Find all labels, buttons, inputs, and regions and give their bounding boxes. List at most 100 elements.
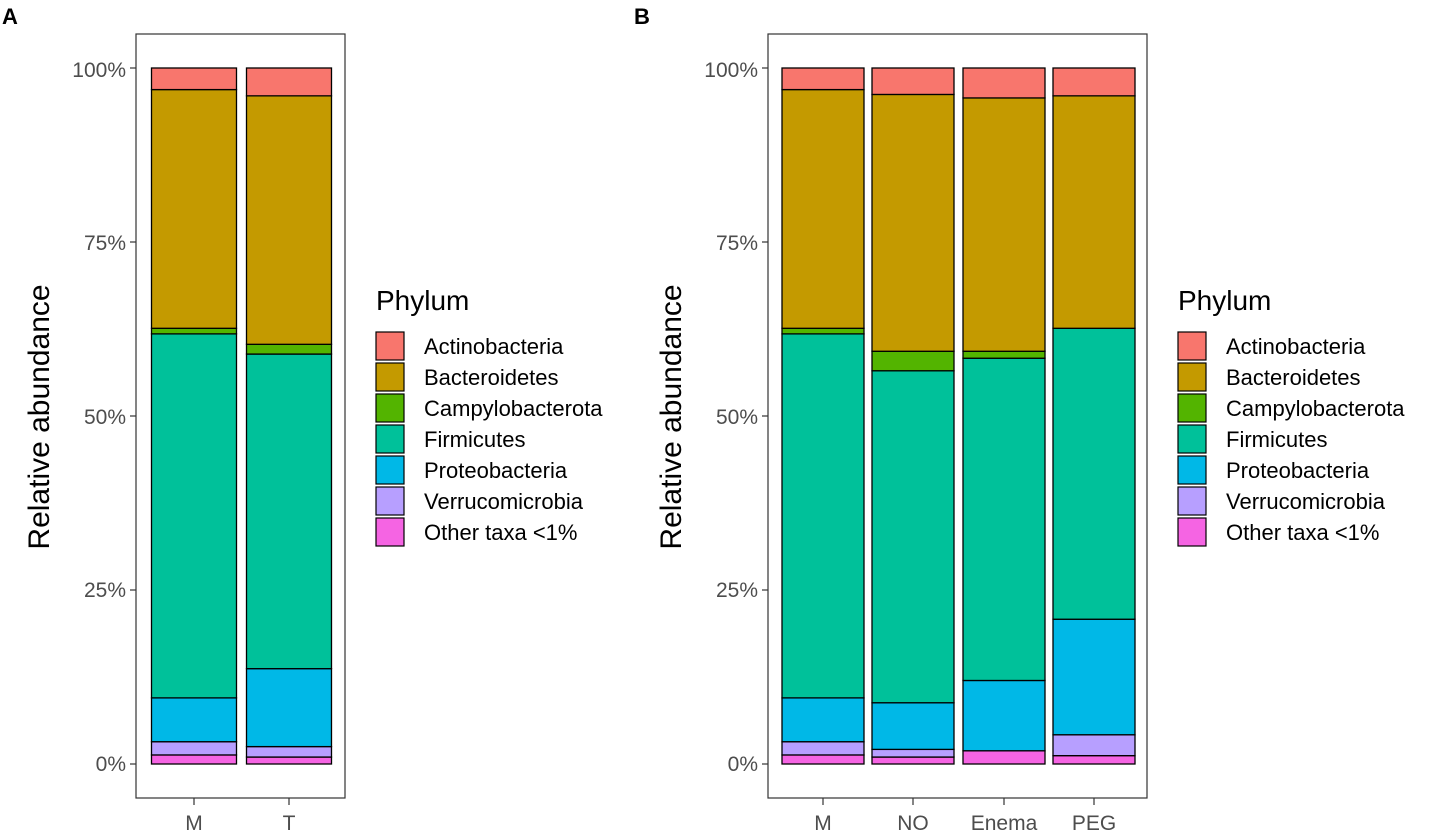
panel-a-x-tick-t: T [283,812,296,833]
panel-b-bar-enema-other-taxa-1 [962,750,1046,765]
panel-b-x-tick-enema: Enema [971,812,1038,833]
panel-b-legend-swatch-verrucomicrobia [1177,486,1207,516]
panel-a-legend-swatch-firmicutes [375,424,405,454]
panel-a-bar-m-firmicutes [150,333,238,699]
panel-b-legend-label-verrucomicrobia: Verrucomicrobia [1226,489,1386,514]
panel-b-legend-label-firmicutes: Firmicutes [1226,427,1327,452]
panel-b-bar-m-proteobacteria [781,697,865,743]
panel-a-y-axis-title: Relative abundance [23,284,56,549]
panel-b-bar-m-bacteroidetes [781,88,865,329]
panel-a-y-tick-75: 75% [84,232,126,255]
panel-b-legend-swatch-bacteroidetes [1177,362,1207,392]
panel-b-y-tick-labels: 0% 25% 50% 75% 100% [704,59,758,776]
panel-a-bar-m-campylobacterota [150,327,238,335]
panel-a-x-tick-m: M [185,812,203,833]
panel-b-bar-m-verrucomicrobia [781,741,865,756]
panel-b-x-tick-labels: M NO Enema PEG [814,798,1116,833]
panel-b-legend-label-other-taxa-1: Other taxa <1% [1226,520,1379,545]
panel-a-legend-label-other-taxa-1: Other taxa <1% [424,520,577,545]
panel-a-legend-swatch-actinobacteria [375,331,405,361]
panel-b-bar-m-actinobacteria [781,67,865,91]
panel-b-bar-no-other-taxa-1 [871,756,955,765]
panel-b-bar-no-actinobacteria [871,67,955,96]
panel-b-legend-swatch-other-taxa-1 [1177,517,1207,547]
panel-a-y-tick-labels: 0% 25% 50% 75% 100% [72,59,126,776]
panel-b-legend-swatch-firmicutes [1177,424,1207,454]
panel-a-bar-t-campylobacterota [245,343,333,355]
panel-a-bar-m-proteobacteria [150,697,238,743]
panel-b-y-tick-100: 100% [704,59,758,82]
panel-a-legend-swatch-verrucomicrobia [375,486,405,516]
panel-b-bar-no-firmicutes [871,370,955,704]
panel-a-bar-t-firmicutes [245,353,333,670]
panel-b-y-tick-50: 50% [716,406,758,429]
panel-a-legend-label-verrucomicrobia: Verrucomicrobia [424,489,584,514]
panel-b-bar-no-bacteroidetes [871,93,955,352]
panel-b-y-tick-75: 75% [716,232,758,255]
panel-b-legend-label-proteobacteria: Proteobacteria [1226,458,1370,483]
panel-b-bar-enema-actinobacteria [962,67,1046,99]
panel-b-legend-swatch-campylobacterota [1177,393,1207,423]
panel-a-y-tick-0: 0% [96,753,126,776]
panel-a-legend-label-actinobacteria: Actinobacteria [424,334,564,359]
panel-a-legend-label-campylobacterota: Campylobacterota [424,396,603,421]
panel-b-y-tick-0: 0% [728,753,758,776]
panel-a-bar-m-verrucomicrobia [150,741,238,756]
panel-b-legend-swatch-actinobacteria [1177,331,1207,361]
panel-b-bar-enema-proteobacteria [962,679,1046,752]
panel-b-bar-enema-firmicutes [962,357,1046,682]
panel-b-bar-peg-bacteroidetes [1052,95,1136,329]
panel-b-y-tick-25: 25% [716,579,758,602]
panel-b-x-tick-peg: PEG [1072,812,1116,833]
panel-a-legend-title: Phylum [376,285,469,316]
panel-b-legend-title: Phylum [1178,285,1271,316]
panel-a-legend-swatch-proteobacteria [375,455,405,485]
panel-b-bar-no-verrucomicrobia [871,748,955,758]
panel-b-y-axis-title: Relative abundance [655,284,688,549]
panel-b: B Relative abundance 0% 25% 50% 75% 100%… [634,4,1405,833]
panel-a-bar-t-other-taxa-1 [245,756,333,765]
panel-b-legend-label-bacteroidetes: Bacteroidetes [1226,365,1361,390]
panel-a-legend-swatch-other-taxa-1 [375,517,405,547]
panel-b-bar-m-campylobacterota [781,327,865,335]
panel-a-bar-t-bacteroidetes [245,95,333,345]
panel-a-y-tick-50: 50% [84,406,126,429]
panel-a-legend-swatch-bacteroidetes [375,362,405,392]
panel-a-legend-label-firmicutes: Firmicutes [424,427,525,452]
panel-b-x-tick-no: NO [897,812,929,833]
panel-a-bar-t-verrucomicrobia [245,745,333,758]
panel-b-bar-no-proteobacteria [871,702,955,751]
panel-b-bar-peg-proteobacteria [1052,618,1136,736]
panel-b-bar-peg-actinobacteria [1052,67,1136,97]
panel-b-legend: Phylum Actinobacteria Bacteroidetes Campyl… [1177,285,1405,547]
panel-a-bar-t-proteobacteria [245,667,333,748]
panel-b-bar-enema-campylobacterota [962,350,1046,359]
panel-b-legend-label-actinobacteria: Actinobacteria [1226,334,1366,359]
panel-b-bar-enema-bacteroidetes [962,97,1046,352]
panel-b-legend-label-campylobacterota: Campylobacterota [1226,396,1405,421]
panel-b-tag: B [634,4,650,29]
panel-a-legend: Phylum Actinobacteria Bacteroidetes Campyl… [375,285,603,547]
panel-b-bar-peg-other-taxa-1 [1052,754,1136,765]
panel-a-bar-t-actinobacteria [245,67,333,97]
panel-b-bar-no-campylobacterota [871,350,955,372]
panel-a-legend-label-proteobacteria: Proteobacteria [424,458,568,483]
panel-b-bar-m-firmicutes [781,333,865,699]
panel-b-bar-peg-firmicutes [1052,327,1136,620]
panel-a-bar-m-bacteroidetes [150,88,238,329]
panel-a-y-tick-100: 100% [72,59,126,82]
panel-b-bar-m-other-taxa-1 [781,754,865,765]
panel-b-bars [781,67,1136,765]
panel-a-legend-swatch-campylobacterota [375,393,405,423]
panel-a-tag: A [2,4,18,29]
panel-a: A Relative abundance 0% 25% 50% 75% 100%… [2,4,603,833]
panel-a-bars [150,67,333,765]
panel-a-bar-m-actinobacteria [150,67,238,91]
panel-b-x-tick-m: M [814,812,832,833]
panel-a-legend-label-bacteroidetes: Bacteroidetes [424,365,559,390]
panel-a-y-tick-25: 25% [84,579,126,602]
panel-b-legend-swatch-proteobacteria [1177,455,1207,485]
panel-b-bar-peg-verrucomicrobia [1052,734,1136,757]
